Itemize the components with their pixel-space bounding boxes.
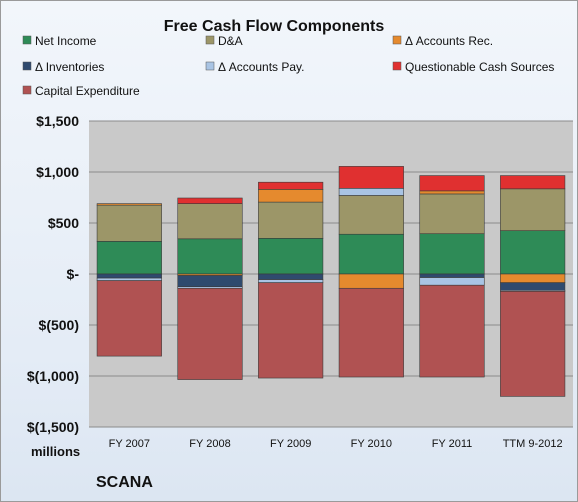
- bar-segment-net-income: [258, 238, 324, 275]
- bar-segment-accounts-rec: [500, 273, 566, 283]
- bar-segment-accounts-pay: [258, 279, 324, 283]
- bar-segment-capital-expenditure: [419, 284, 485, 378]
- units-label: millions: [31, 444, 80, 459]
- company-name: SCANA: [96, 474, 153, 491]
- bar-segment-questionable-cash-sources: [177, 197, 243, 204]
- bar-segment-questionable-cash-sources: [338, 166, 404, 189]
- bar-segment-accounts-rec: [258, 189, 324, 203]
- x-tick-label: FY 2007: [109, 438, 150, 450]
- y-tick-label: $1,500: [36, 113, 79, 129]
- bars: [96, 166, 566, 397]
- legend-label-inventories: Δ Inventories: [35, 60, 104, 74]
- bar-segment-accounts-rec: [338, 273, 404, 289]
- bar-segment-d-a: [419, 193, 485, 235]
- bar-segment-accounts-rec: [419, 190, 485, 195]
- bar-segment-questionable-cash-sources: [500, 175, 566, 190]
- legend-label-net-income: Net Income: [35, 34, 97, 48]
- x-tick-label: FY 2011: [432, 438, 473, 450]
- y-tick-label: $1,000: [36, 164, 79, 180]
- x-tick-label: FY 2010: [351, 438, 392, 450]
- x-tick-label: FY 2008: [189, 438, 230, 450]
- legend-swatch-net-income: [22, 35, 32, 45]
- legend-swatch-inventories: [22, 61, 32, 71]
- legend-label-questionable-cash-sources: Questionable Cash Sources: [405, 60, 554, 74]
- x-axis-ticks: FY 2007 FY 2008 FY 2009 FY 2010 FY 2011 TTM 9…: [109, 438, 563, 450]
- bar-segment-capital-expenditure: [258, 282, 324, 379]
- bar-segment-accounts-pay: [338, 188, 404, 196]
- bar-segment-accounts-rec: [96, 203, 162, 206]
- legend-swatch-accounts-rec: [392, 35, 402, 45]
- legend-swatch-d-a: [205, 35, 215, 45]
- bar-segment-net-income: [96, 241, 162, 275]
- bar-segment-net-income: [500, 230, 566, 275]
- bar-segment-net-income: [419, 233, 485, 275]
- legend-label-d-a: D&A: [218, 34, 243, 48]
- y-tick-label: $(500): [39, 317, 79, 333]
- bar-segment-d-a: [338, 195, 404, 235]
- bar-segment-capital-expenditure: [96, 280, 162, 357]
- bar-segment-d-a: [258, 201, 324, 239]
- bar-segment-net-income: [177, 238, 243, 275]
- bar-segment-capital-expenditure: [500, 291, 566, 397]
- x-tick-label: FY 2009: [270, 438, 311, 450]
- legend-swatch-capital-expenditure: [22, 85, 32, 95]
- bar-segment-d-a: [177, 203, 243, 240]
- y-tick-label: $-: [67, 266, 80, 282]
- legend-swatch-questionable-cash-sources: [392, 61, 402, 71]
- gridlines: [89, 120, 573, 428]
- bar-segment-net-income: [338, 233, 404, 275]
- bar-segment-d-a: [96, 204, 162, 242]
- y-tick-label: $(1,000): [27, 368, 79, 384]
- legend-label-accounts-pay: Δ Accounts Pay.: [218, 60, 305, 74]
- y-tick-label: $500: [48, 215, 79, 231]
- legend-swatch-accounts-pay: [205, 61, 215, 71]
- bar-segment-inventories: [419, 273, 485, 278]
- bar-segment-accounts-pay: [96, 277, 162, 281]
- y-axis-ticks: $1,500 $1,000 $500 $- $(500) $(1,000) $(1,500): [27, 113, 79, 435]
- bar-segment-questionable-cash-sources: [258, 181, 324, 190]
- bar-segment-inventories: [258, 273, 324, 280]
- bar-segment-inventories: [96, 273, 162, 279]
- legend-label-accounts-rec: Δ Accounts Rec.: [405, 34, 493, 48]
- bar-segment-accounts-pay: [419, 277, 485, 286]
- bar-segment-inventories: [500, 282, 566, 291]
- bar-segment-inventories: [177, 275, 243, 288]
- legend: Net Income D&A Δ Accounts Rec. Δ Inventorie…: [22, 34, 554, 98]
- y-tick-label: $(1,500): [27, 419, 79, 435]
- bar-segment-capital-expenditure: [177, 287, 243, 380]
- chart-title: Free Cash Flow Components: [164, 18, 385, 35]
- x-tick-label: TTM 9-2012: [503, 438, 563, 450]
- bar-segment-questionable-cash-sources: [419, 175, 485, 192]
- legend-label-capital-expenditure: Capital Expenditure: [35, 84, 140, 98]
- bar-segment-d-a: [500, 188, 566, 231]
- bar-segment-capital-expenditure: [338, 287, 404, 378]
